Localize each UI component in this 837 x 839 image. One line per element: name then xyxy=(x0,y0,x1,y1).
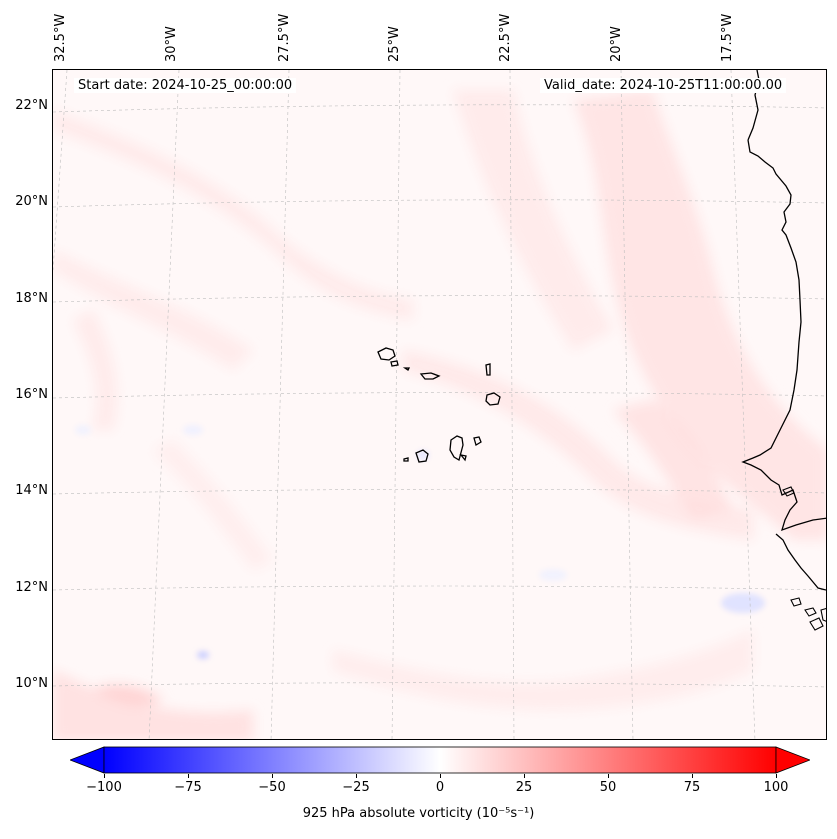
map-panel[interactable] xyxy=(52,69,827,740)
coastline xyxy=(741,139,826,532)
lon-label: 25°W xyxy=(387,26,402,62)
lon-label: 20°W xyxy=(609,26,624,62)
lon-label: 22.5°W xyxy=(498,13,513,62)
start-date-label: Start date: 2024-10-25_00:00:00 xyxy=(74,78,297,93)
lat-label: 16°N xyxy=(15,387,48,402)
lon-label: 17.5°W xyxy=(720,13,735,62)
vorticity-field xyxy=(53,90,826,739)
colorbar-tick-label: −25 xyxy=(342,780,370,795)
colorbar-gradient xyxy=(68,746,812,774)
coastal-islands xyxy=(782,486,826,631)
colorbar-tick-label: −100 xyxy=(86,780,122,795)
coastline-south xyxy=(775,533,826,591)
colorbar-tick-label: 100 xyxy=(763,780,789,795)
lat-label: 12°N xyxy=(15,580,48,595)
lat-label: 18°N xyxy=(15,291,48,306)
lat-label: 20°N xyxy=(15,194,48,209)
negative-vorticity-patches xyxy=(75,425,765,659)
colorbar-title: 925 hPa absolute vorticity (10⁻⁵s⁻¹) xyxy=(302,806,535,821)
colorbar-tick-label: 75 xyxy=(683,780,701,795)
lat-label: 14°N xyxy=(15,483,48,498)
cape-verde-islands xyxy=(377,347,501,463)
lon-label: 30°W xyxy=(164,26,179,62)
lat-label: 22°N xyxy=(15,98,48,113)
vorticity-map xyxy=(53,70,826,739)
colorbar-tick-label: −50 xyxy=(258,780,286,795)
colorbar-tick-label: 0 xyxy=(435,780,445,795)
graticule xyxy=(53,70,826,739)
colorbar xyxy=(68,746,812,774)
colorbar-tick-label: 50 xyxy=(599,780,617,795)
valid-date-label: Valid_date: 2024-10-25T11:00:00.00 xyxy=(540,78,787,93)
lon-label: 32.5°W xyxy=(53,13,68,62)
colorbar-tick-label: 25 xyxy=(515,780,533,795)
colorbar-tick-label: −75 xyxy=(174,780,202,795)
lon-label: 27.5°W xyxy=(277,13,292,62)
lat-label: 10°N xyxy=(15,676,48,691)
